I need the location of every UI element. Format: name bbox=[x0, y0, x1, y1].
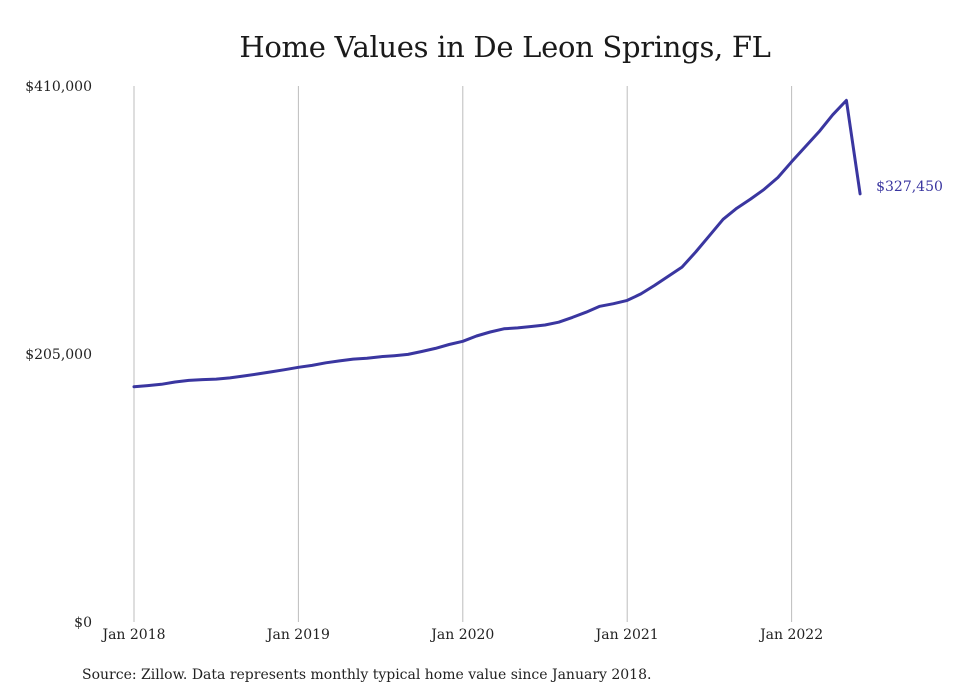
x-tick-label: Jan 2020 bbox=[429, 627, 494, 643]
y-tick-label: $205,000 bbox=[25, 347, 92, 363]
x-tick-label: Jan 2018 bbox=[100, 627, 165, 643]
x-tick-label: Jan 2022 bbox=[758, 627, 823, 643]
y-tick-label: $410,000 bbox=[25, 79, 92, 95]
grid-lines bbox=[133, 86, 793, 622]
x-tick-label: Jan 2019 bbox=[265, 627, 330, 643]
y-axis-labels: $0 $205,000 $410,000 bbox=[25, 79, 92, 631]
x-axis-labels: Jan 2018 Jan 2019 Jan 2020 Jan 2021 Jan 2022 bbox=[100, 627, 823, 643]
line-chart: $0$205,000$410,000 Jan 2018 Jan 2019 Jan 2… bbox=[25, 79, 943, 643]
x-tick-label: Jan 2021 bbox=[594, 627, 659, 643]
chart-title: Home Values in De Leon Springs, FL bbox=[239, 30, 771, 64]
home-value-line bbox=[132, 98, 862, 389]
source-note: Source: Zillow. Data represents monthly … bbox=[82, 667, 652, 683]
end-value-label: $327,450 bbox=[876, 179, 943, 195]
y-tick-label: $0 bbox=[74, 615, 92, 631]
